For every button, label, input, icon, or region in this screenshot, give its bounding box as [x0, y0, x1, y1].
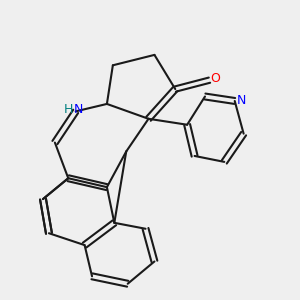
Text: H: H	[64, 103, 73, 116]
Text: O: O	[211, 72, 220, 85]
Text: N: N	[74, 103, 83, 116]
Text: N: N	[237, 94, 246, 107]
